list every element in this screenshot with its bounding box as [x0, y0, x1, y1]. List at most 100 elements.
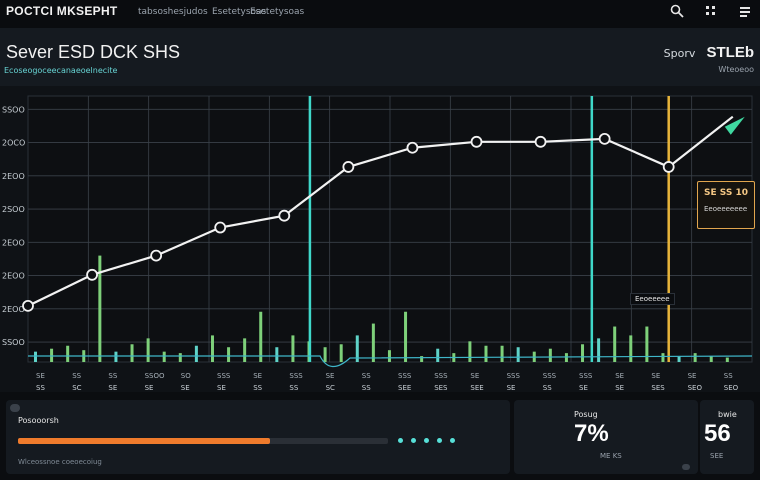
x-tick-label: SC — [326, 384, 335, 392]
grid-icon[interactable] — [702, 2, 720, 20]
x-tick-label: SE — [507, 384, 516, 392]
data-point — [86, 268, 98, 281]
card-handle[interactable] — [10, 404, 20, 412]
data-point — [662, 161, 675, 173]
loading-dots — [398, 438, 455, 443]
search-icon[interactable] — [668, 2, 686, 20]
x-tick-label: SS — [108, 372, 117, 380]
bar — [500, 345, 504, 362]
bar — [387, 350, 391, 362]
bar — [210, 335, 214, 362]
data-point — [214, 221, 227, 234]
header-metric: Sporv STLEb Wteoeoo — [664, 42, 754, 74]
bar — [146, 338, 150, 362]
x-tick-label: SE — [615, 384, 624, 392]
x-tick-label: SE — [326, 372, 335, 380]
count-sub: SEE — [710, 452, 724, 460]
top-bar: POCTCI MKSEPHT tabsoshesjudos Esetetysoa… — [0, 0, 760, 29]
bar — [50, 348, 54, 362]
app-title: POCTCI MKSEPHT — [6, 4, 118, 18]
x-tick-label: SSS — [398, 372, 412, 380]
bar — [404, 311, 408, 362]
percent-value: 7% — [574, 420, 609, 447]
x-tick-label: SEE — [470, 384, 483, 392]
bar — [677, 356, 681, 362]
chart-panel: SSOO 2OCO 2EOO 2SOO 2EOO 2EOO 2EOO SSOO SS SC SE SE… — [0, 86, 760, 392]
bar — [484, 345, 488, 362]
x-tick-label: SS — [289, 384, 298, 392]
x-tick-label: SS — [36, 384, 45, 392]
percent-sub: ME KS — [600, 452, 622, 460]
x-tick-label: SE — [651, 372, 660, 380]
y-tick-label: SSOO — [2, 105, 25, 114]
bar — [227, 347, 231, 362]
bar — [178, 353, 182, 362]
x-tick-label: SE — [36, 372, 45, 380]
tab-2[interactable]: Esetetysoas — [212, 7, 267, 17]
y-tick-label: 2EOO — [2, 272, 25, 281]
bar — [98, 255, 102, 362]
data-point — [22, 299, 34, 312]
x-tick-label: SSS — [543, 372, 557, 380]
card-indicator — [682, 464, 690, 470]
tooltip: Eeoeeeee — [630, 293, 675, 305]
bar — [194, 345, 198, 362]
y-tick-label: 2OCO — [2, 139, 25, 148]
bar — [259, 311, 263, 362]
percent-card: Posug 7% ME KS — [514, 400, 698, 474]
x-tick-label: SSS — [217, 372, 231, 380]
header-metric-label: Sporv — [663, 47, 696, 60]
bar — [275, 347, 279, 362]
tab-1[interactable]: tabsoshesjudos — [138, 7, 208, 17]
bar — [564, 353, 568, 362]
baseline-wave — [28, 355, 753, 368]
x-tick-label: SES — [651, 384, 665, 392]
bar — [661, 353, 665, 362]
bar — [468, 341, 472, 362]
x-tick-label: SSS — [289, 372, 303, 380]
percent-label: Posug — [574, 410, 598, 419]
bar — [66, 345, 70, 362]
bottom-panel: Posooorsh Wlceossnoe coeoecoiug Posug 7%… — [0, 394, 760, 480]
y-tick-label: 2EOO — [2, 238, 25, 247]
x-tick-label: SS — [253, 384, 262, 392]
data-point — [534, 135, 547, 148]
x-tick-label: SE — [470, 372, 479, 380]
x-tick-label: SE — [688, 372, 697, 380]
x-tick-label: SES — [434, 384, 448, 392]
data-point — [150, 249, 163, 262]
data-line — [27, 115, 734, 307]
bar — [130, 344, 134, 362]
x-tick-label: SSS — [434, 372, 448, 380]
data-point — [278, 209, 291, 222]
bar — [291, 335, 295, 362]
x-tick-label: SS — [362, 372, 371, 380]
data-point — [342, 161, 355, 173]
annotation-callout: SE SS 10 Eeoeeeeeee — [697, 181, 755, 229]
bar — [645, 326, 649, 362]
x-tick-label: SC — [72, 384, 81, 392]
callout-title: SE SS 10 — [704, 188, 748, 198]
x-tick-label: SS — [72, 372, 81, 380]
data-point — [406, 141, 419, 154]
bar — [371, 323, 375, 362]
x-tick-label: SE — [108, 384, 117, 392]
header-metric-sub: Wteoeoo — [718, 65, 754, 74]
x-tick-label: SS — [724, 372, 733, 380]
x-tick-label: SE — [253, 372, 262, 380]
x-tick-label: SEO — [724, 384, 739, 392]
bar — [420, 356, 424, 362]
dashboard-header: Sever ESD DCK SHS Ecoseogoceecanaeoelnec… — [0, 28, 760, 86]
x-tick-label: SEE — [398, 384, 411, 392]
callout-subtext: Eeoeeeeeee — [704, 205, 748, 213]
count-value: 56 — [704, 420, 731, 447]
menu-icon[interactable] — [736, 2, 754, 20]
bar — [323, 347, 327, 362]
bar — [613, 326, 617, 362]
bar — [709, 356, 713, 362]
x-tick-label: SO — [181, 372, 191, 380]
progress-track — [18, 438, 388, 444]
bar — [516, 347, 520, 362]
tab-3[interactable]: Esetetysoas — [250, 7, 305, 17]
